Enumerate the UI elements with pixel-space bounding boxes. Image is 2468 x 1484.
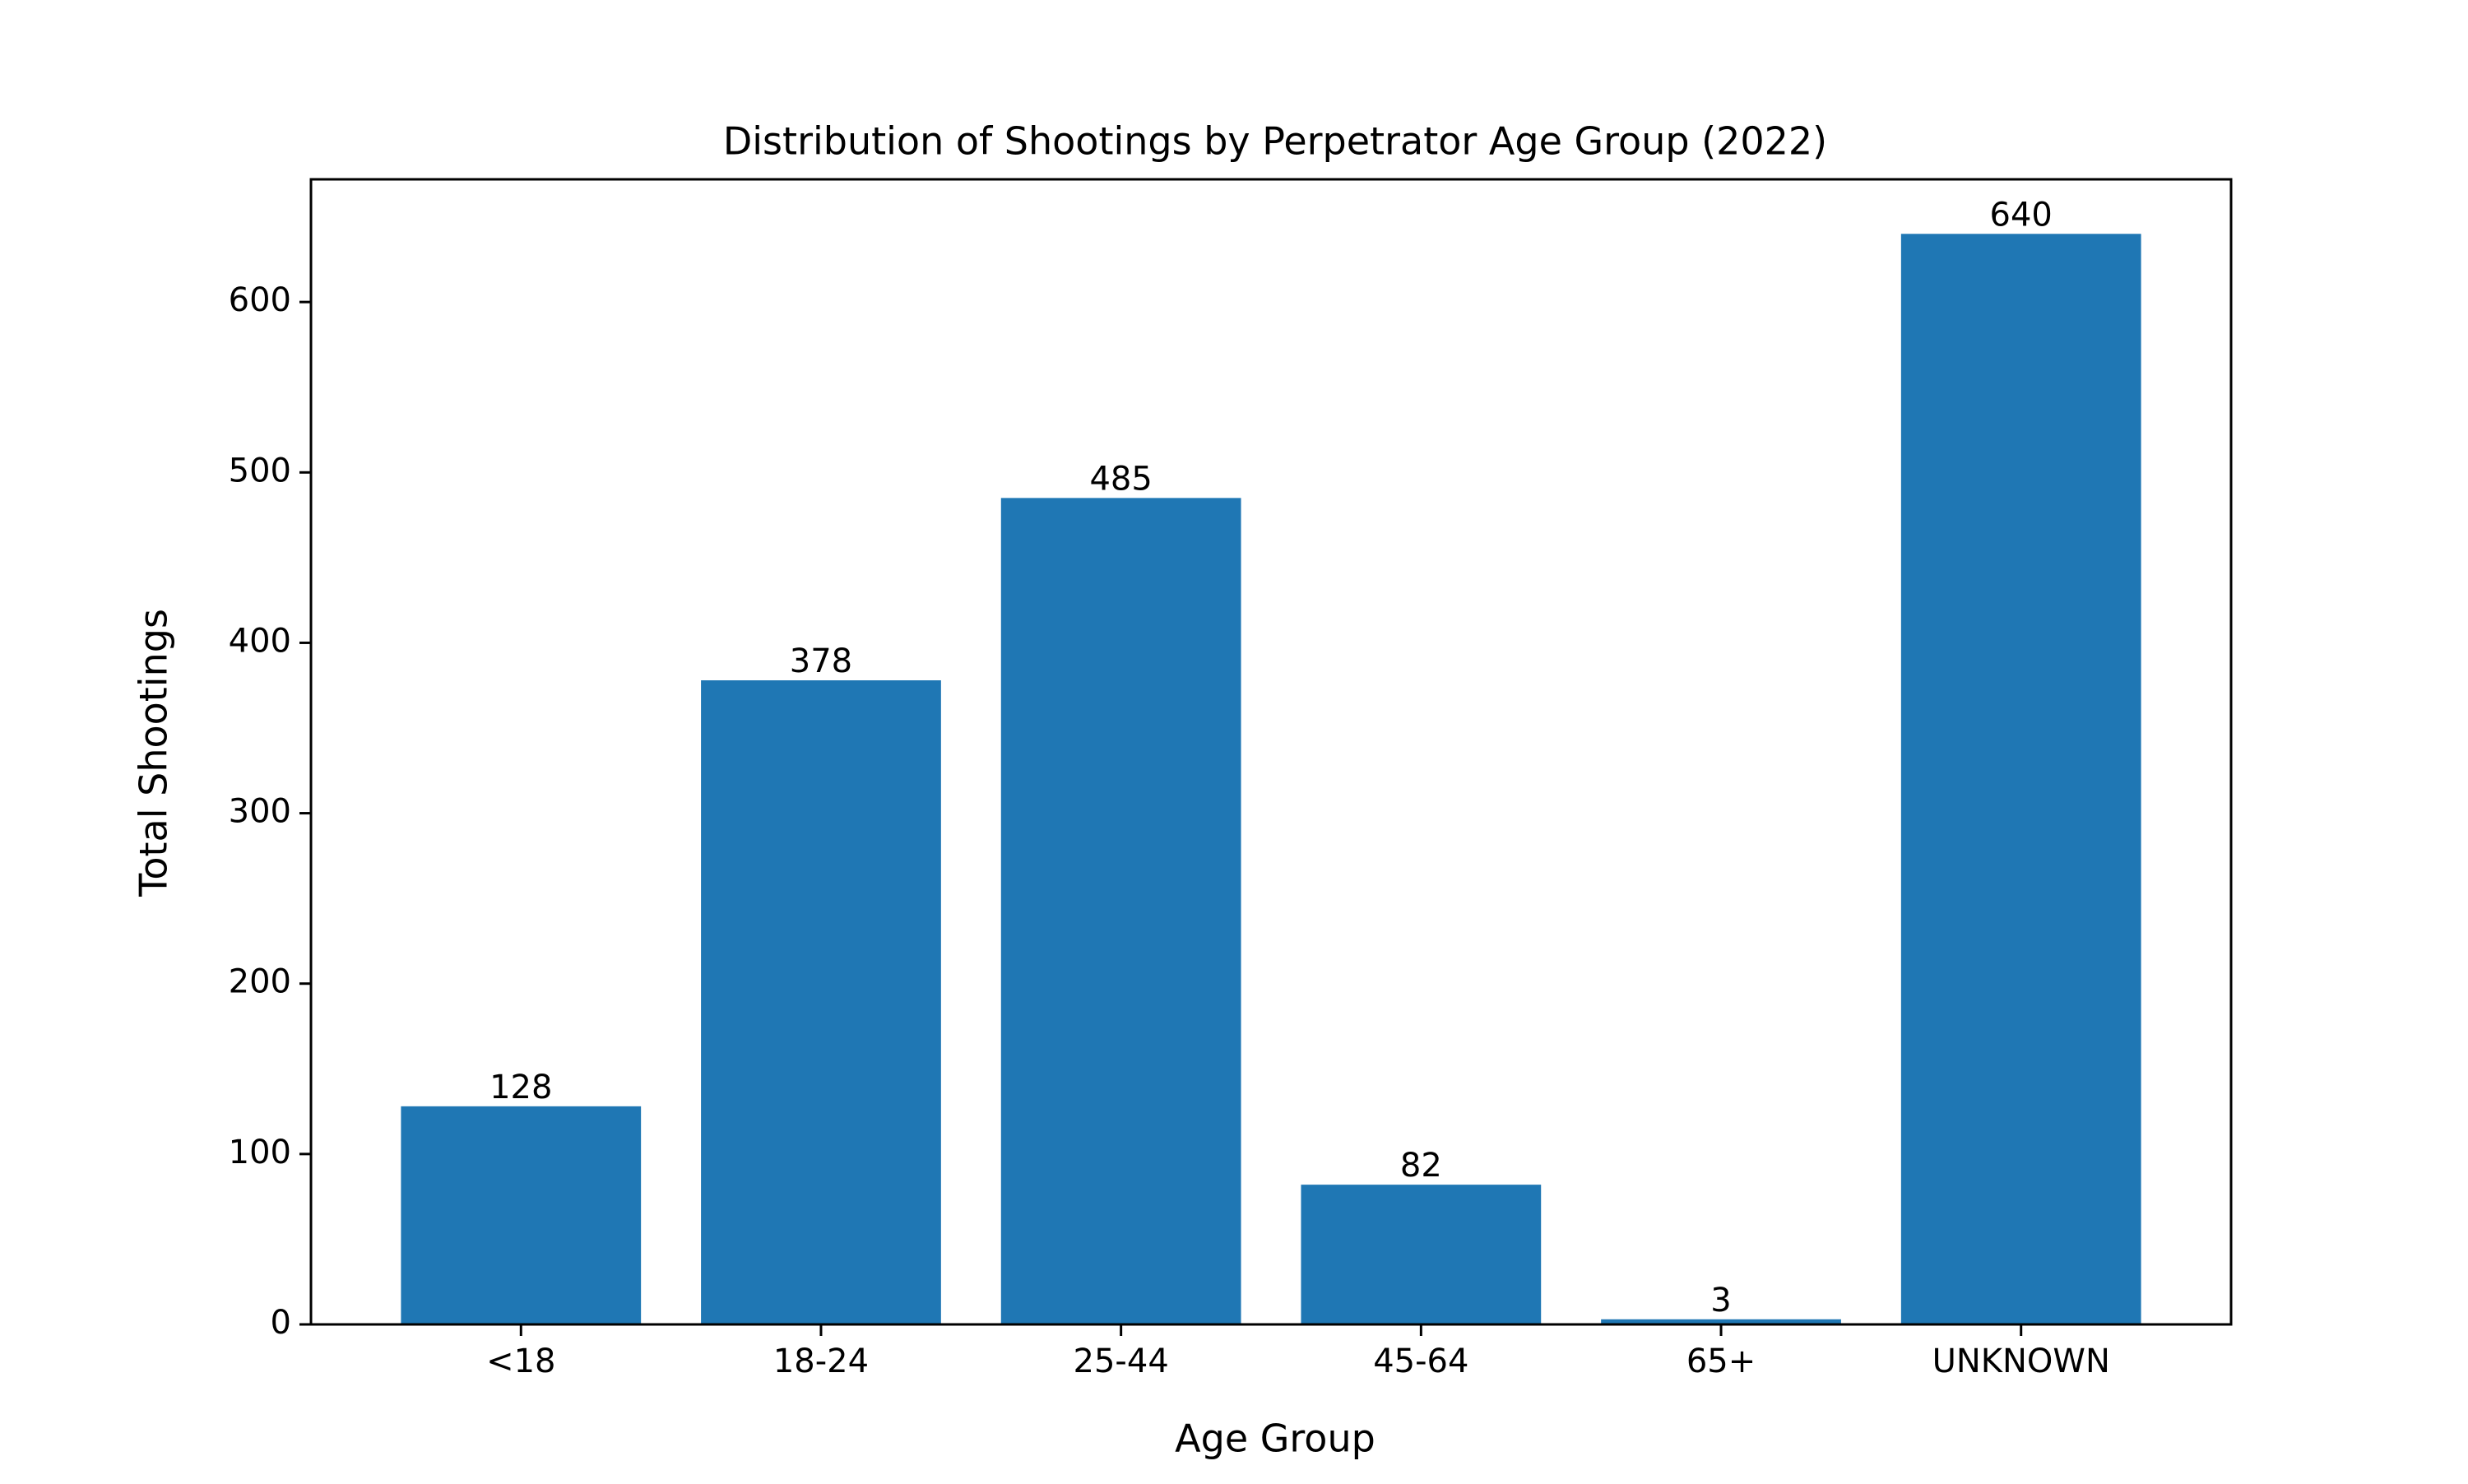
bar-value-label-3: 82 [1400,1147,1442,1185]
bar-1 [701,680,941,1324]
bar-3 [1301,1185,1542,1324]
x-tick-label-4: 65+ [1686,1343,1756,1380]
x-tick-label-3: 45-64 [1373,1343,1468,1380]
bar-4 [1601,1319,1841,1324]
bar-value-label-4: 3 [1710,1282,1731,1319]
bar-value-label-5: 640 [1990,196,2053,234]
x-tick-label-0: <18 [486,1343,555,1380]
x-axis-label: Age Group [1175,1417,1375,1461]
y-axis-label: Total Shootings [132,609,176,897]
x-axis: <18 18-24 25-44 45-64 65+ UNKNOWN [486,1324,2110,1380]
bar-5 [1900,234,2141,1325]
y-tick-label-5: 500 [229,452,291,489]
x-tick-label-5: UNKNOWN [1932,1343,2110,1380]
plot-frame [309,178,2233,1326]
x-tick-label-2: 25-44 [1074,1343,1169,1380]
bars-layer: 128 378 485 82 3 640 [401,196,2141,1325]
y-tick-label-3: 300 [229,793,291,831]
chart-title: Distribution of Shootings by Perpetrator… [723,119,1827,164]
y-tick-label-6: 600 [229,281,291,319]
bar-value-label-2: 485 [1089,460,1152,498]
y-tick-label-0: 0 [271,1304,291,1342]
bar-0 [401,1106,642,1324]
y-tick-label-4: 400 [229,622,291,660]
bar-value-label-1: 378 [790,642,852,680]
bar-value-label-0: 128 [489,1069,552,1106]
bar-2 [1000,498,1241,1324]
x-tick-label-1: 18-24 [773,1343,869,1380]
y-tick-label-2: 200 [229,963,291,1001]
y-axis: 0 100 200 300 400 500 600 [229,281,311,1342]
y-tick-label-1: 100 [229,1134,291,1171]
